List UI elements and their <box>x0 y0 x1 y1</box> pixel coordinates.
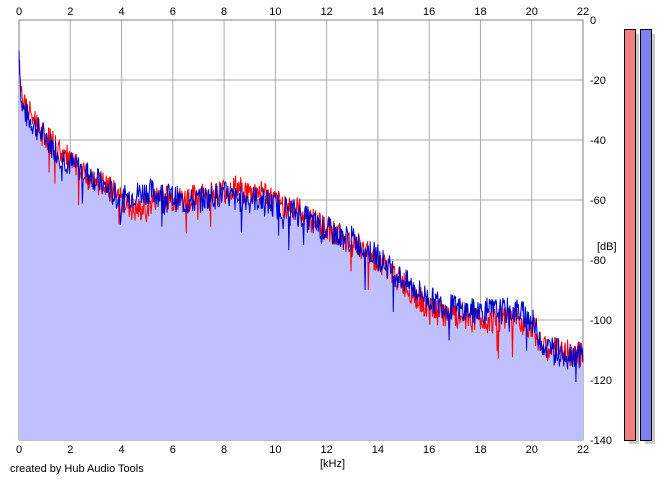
spectrum-trace-blue <box>18 50 584 383</box>
x-tick-label-top: 20 <box>526 6 538 18</box>
y-tick-label: -140 <box>590 435 612 447</box>
x-axis-unit-label: [kHz] <box>320 458 346 470</box>
y-tick-label: -100 <box>590 315 612 327</box>
x-tick-label-top: 14 <box>372 6 384 18</box>
x-tick-label-top: 4 <box>118 6 124 18</box>
x-tick-label-top: 18 <box>474 6 486 18</box>
x-tick-label-bottom: 6 <box>170 444 176 456</box>
x-tick-label-bottom: 22 <box>577 444 589 456</box>
axis-ticks: 002244668810101212141416161818202022220-… <box>16 6 612 456</box>
y-tick-label: -80 <box>590 255 606 267</box>
y-tick-label: -40 <box>590 135 606 147</box>
x-tick-label-top: 0 <box>16 6 22 18</box>
y-tick-label: -60 <box>590 195 606 207</box>
x-tick-label-top: 8 <box>221 6 227 18</box>
x-tick-label-bottom: 10 <box>269 444 281 456</box>
x-tick-label-top: 6 <box>170 6 176 18</box>
x-tick-label-bottom: 18 <box>474 444 486 456</box>
spectrum-fill-area <box>19 50 583 441</box>
x-tick-label-bottom: 0 <box>16 444 22 456</box>
credit-text: created by Hub Audio Tools <box>10 463 144 475</box>
x-tick-label-bottom: 16 <box>423 444 435 456</box>
y-tick-label: -20 <box>590 75 606 87</box>
y-axis-unit-label: [dB] <box>597 241 617 253</box>
x-tick-label-bottom: 2 <box>67 444 73 456</box>
x-tick-label-top: 16 <box>423 6 435 18</box>
x-tick-label-top: 22 <box>577 6 589 18</box>
x-tick-label-bottom: 20 <box>526 444 538 456</box>
x-tick-label-bottom: 14 <box>372 444 384 456</box>
x-tick-label-bottom: 4 <box>118 444 124 456</box>
x-tick-label-top: 10 <box>269 6 281 18</box>
y-tick-label: 0 <box>590 15 596 27</box>
y-tick-label: -120 <box>590 375 612 387</box>
x-tick-label-bottom: 8 <box>221 444 227 456</box>
level-meter-left <box>624 29 636 441</box>
x-tick-label-top: 2 <box>67 6 73 18</box>
x-tick-label-bottom: 12 <box>321 444 333 456</box>
x-tick-label-top: 12 <box>321 6 333 18</box>
spectrum-traces <box>18 50 584 441</box>
level-meter-right <box>640 29 652 441</box>
